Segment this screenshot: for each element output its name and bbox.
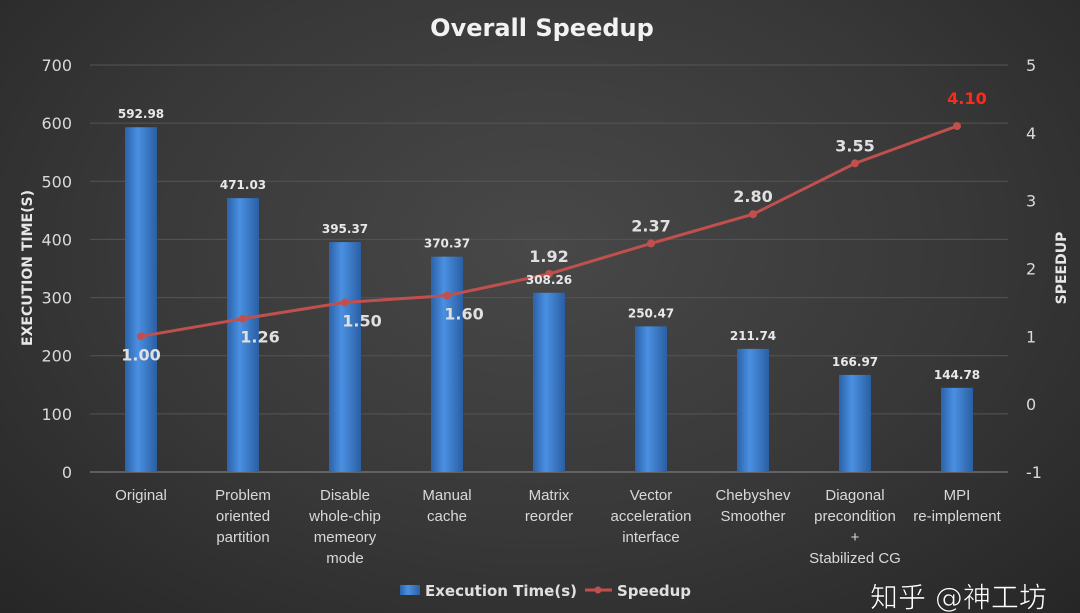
x-tick-label: whole-chip xyxy=(308,508,381,525)
bar xyxy=(635,326,667,472)
x-tick-label: Diagonal xyxy=(825,487,884,504)
speedup-point xyxy=(749,210,757,219)
y-tick-label: 0 xyxy=(62,463,72,482)
x-tick-label: Smoother xyxy=(720,508,785,525)
y2-tick-label: 4 xyxy=(1026,124,1036,143)
y-tick-label: 200 xyxy=(41,347,72,366)
bar-data-label: 211.74 xyxy=(730,329,776,343)
y-tick-label: 300 xyxy=(41,289,72,308)
bar-data-label: 144.78 xyxy=(934,368,980,382)
x-tick-label: partition xyxy=(216,529,269,546)
y2-tick-label: 1 xyxy=(1026,327,1036,346)
bar xyxy=(941,387,973,472)
x-tick-label: precondition xyxy=(814,508,896,525)
x-tick-label: memeory xyxy=(314,529,377,546)
speedup-data-label: 2.37 xyxy=(631,216,670,235)
x-tick-label: + xyxy=(851,529,860,546)
x-tick-label: Disable xyxy=(320,487,370,504)
x-tick-label: oriented xyxy=(216,508,270,525)
speedup-data-label: 1.60 xyxy=(444,305,483,324)
y-tick-label: 100 xyxy=(41,405,72,424)
y2-tick-label: -1 xyxy=(1026,463,1042,482)
bar xyxy=(839,374,871,472)
speedup-point xyxy=(647,239,655,248)
y2-tick-label: 0 xyxy=(1026,395,1036,414)
x-tick-label: Manual xyxy=(422,487,471,504)
x-tick-label: Stabilized CG xyxy=(809,550,901,567)
x-tick-label: Problem xyxy=(215,487,271,504)
y-tick-label: 500 xyxy=(41,172,72,191)
bar-data-label: 370.37 xyxy=(424,237,470,251)
speedup-point xyxy=(545,269,553,278)
y-tick-label: 600 xyxy=(41,114,72,133)
legend-line-label: Speedup xyxy=(617,582,691,600)
speedup-data-label: 3.55 xyxy=(835,136,874,155)
speedup-point xyxy=(341,298,349,307)
y-axis-label: EXECUTION TIME(S) xyxy=(20,190,36,346)
speedup-point xyxy=(239,314,247,323)
speedup-data-label: 1.92 xyxy=(529,247,568,266)
x-tick-label: reorder xyxy=(525,508,573,525)
x-tick-label: Original xyxy=(115,487,167,504)
x-tick-label: Chebyshev xyxy=(715,487,791,504)
speedup-data-label: 1.00 xyxy=(121,345,160,364)
speedup-point xyxy=(443,291,451,300)
speedup-data-label: 2.80 xyxy=(733,187,772,206)
bar-data-label: 471.03 xyxy=(220,178,266,192)
bar-data-label: 166.97 xyxy=(832,355,878,369)
bar-data-label: 592.98 xyxy=(118,107,164,121)
speedup-data-label: 1.50 xyxy=(342,311,381,330)
x-tick-label: re-implement xyxy=(913,508,1001,525)
legend-line-marker xyxy=(594,586,602,594)
x-tick-label: mode xyxy=(326,550,364,567)
x-tick-label: Vector xyxy=(630,487,673,504)
watermark: 知乎 @神工坊 xyxy=(870,581,1047,613)
legend-bar-swatch xyxy=(400,585,420,595)
x-tick-label: Matrix xyxy=(529,487,570,504)
legend: Execution Time(s) Speedup xyxy=(400,582,691,600)
bar xyxy=(737,348,769,472)
speedup-point xyxy=(137,332,145,341)
legend-bar-label: Execution Time(s) xyxy=(425,582,577,600)
speedup-data-label: 1.26 xyxy=(240,328,279,347)
bar xyxy=(125,127,157,472)
y2-axis-label: SPEEDUP xyxy=(1054,232,1070,305)
bar xyxy=(431,256,463,472)
bar xyxy=(533,292,565,472)
x-tick-label: acceleration xyxy=(611,508,692,525)
y2-tick-label: 2 xyxy=(1026,260,1036,279)
bar xyxy=(329,242,361,472)
bar-data-label: 308.26 xyxy=(526,273,572,287)
speedup-data-label: 4.10 xyxy=(947,89,986,108)
bar-data-label: 250.47 xyxy=(628,306,674,320)
speedup-point xyxy=(953,122,961,131)
y-tick-label: 700 xyxy=(41,56,72,75)
x-tick-label: MPI xyxy=(944,487,971,504)
y2-tick-label: 5 xyxy=(1026,56,1036,75)
x-tick-label: cache xyxy=(427,508,467,525)
x-tick-label: interface xyxy=(622,529,680,546)
y-tick-label: 400 xyxy=(41,230,72,249)
bar-data-label: 395.37 xyxy=(322,222,368,236)
bar xyxy=(227,198,259,472)
y2-tick-label: 3 xyxy=(1026,192,1036,211)
speedup-point xyxy=(851,159,859,168)
chart-title: Overall Speedup xyxy=(430,14,654,42)
